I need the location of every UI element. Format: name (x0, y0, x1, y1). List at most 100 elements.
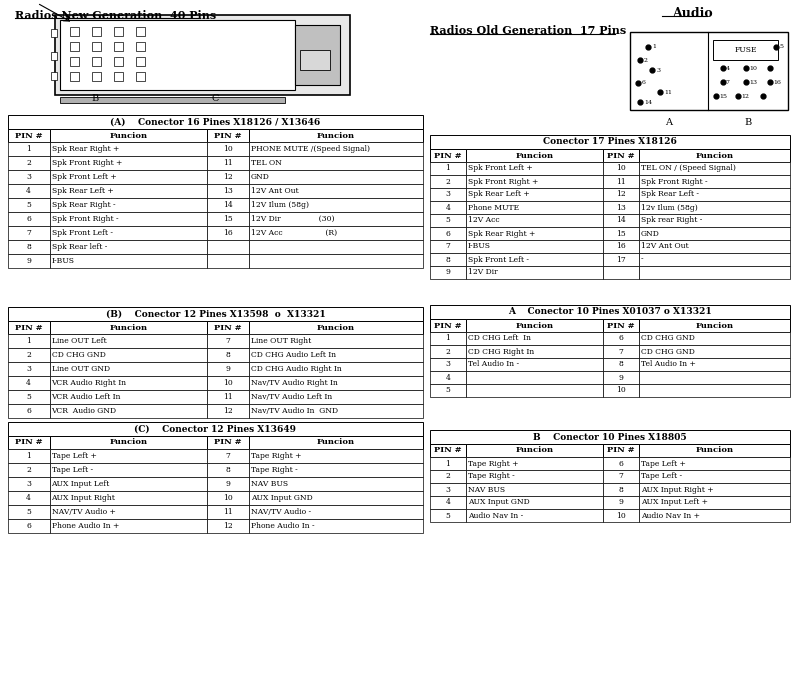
Text: Funcion: Funcion (109, 439, 147, 446)
Bar (207, 477, 248, 491)
Text: Tape Left +: Tape Left + (641, 460, 686, 468)
Bar (248, 505, 423, 519)
Bar (8, 376, 50, 390)
Bar (466, 483, 602, 496)
Bar (114, 57, 123, 66)
Bar (638, 358, 790, 371)
Bar (295, 25, 340, 85)
Text: AUX Input Left: AUX Input Left (51, 480, 109, 488)
Text: 11: 11 (223, 393, 233, 401)
Bar (207, 240, 248, 254)
Bar (8, 240, 50, 254)
Text: PIN #: PIN # (214, 132, 242, 139)
Text: 10: 10 (223, 379, 233, 387)
Text: 3: 3 (446, 190, 451, 199)
Text: CD CHG GND: CD CHG GND (641, 335, 694, 342)
Bar (638, 149, 790, 162)
Text: 12V Dir: 12V Dir (468, 268, 498, 277)
Text: 2: 2 (446, 348, 451, 355)
Bar (248, 519, 423, 533)
Text: PIN #: PIN # (607, 322, 634, 330)
Text: PIN #: PIN # (607, 152, 634, 159)
Bar (430, 175, 466, 188)
Text: I-BUS: I-BUS (51, 257, 74, 265)
Text: 12: 12 (223, 173, 233, 181)
Text: 5: 5 (446, 217, 451, 224)
Bar (8, 463, 50, 477)
Text: 7: 7 (26, 229, 31, 237)
Bar (248, 348, 423, 362)
Bar (8, 505, 50, 519)
Bar (50, 505, 207, 519)
Text: 6: 6 (618, 335, 623, 342)
Bar (638, 188, 790, 201)
Bar (466, 384, 602, 397)
Text: I-BUS: I-BUS (468, 242, 491, 250)
Text: 7: 7 (618, 473, 623, 480)
Text: 4: 4 (446, 498, 451, 506)
Text: Nav/TV Audio Right In: Nav/TV Audio Right In (251, 379, 337, 387)
Text: Funcion: Funcion (316, 132, 355, 139)
Text: Conector 17 Pines X18126: Conector 17 Pines X18126 (543, 137, 677, 146)
Text: 16: 16 (616, 242, 626, 250)
Text: 12: 12 (223, 522, 233, 530)
Bar (466, 214, 602, 227)
Bar (136, 27, 145, 36)
Bar (207, 226, 248, 240)
Bar (248, 404, 423, 418)
Text: Radios New Generation  40 Pins: Radios New Generation 40 Pins (15, 10, 217, 21)
Text: 16: 16 (773, 79, 781, 84)
Bar (602, 371, 638, 384)
Text: Spk Front Right +: Spk Front Right + (51, 159, 122, 167)
Bar (602, 149, 638, 162)
Text: NAV/TV Audio -: NAV/TV Audio - (251, 508, 311, 516)
Bar (713, 40, 778, 60)
Text: 7: 7 (726, 79, 730, 84)
Bar (248, 212, 423, 226)
Bar (136, 57, 145, 66)
Text: 1: 1 (26, 452, 31, 460)
Text: 5: 5 (26, 201, 31, 209)
Bar (60, 97, 285, 103)
Text: Spk Front Left -: Spk Front Left - (468, 255, 529, 264)
Bar (207, 436, 248, 449)
Text: 7: 7 (225, 337, 230, 345)
Text: 13: 13 (223, 187, 233, 195)
Bar (638, 332, 790, 345)
Bar (638, 266, 790, 279)
Bar (248, 463, 423, 477)
Text: Nav/TV Audio Left In: Nav/TV Audio Left In (251, 393, 332, 401)
Text: 3: 3 (26, 480, 31, 488)
Text: 4: 4 (26, 379, 31, 387)
Text: 11: 11 (616, 177, 626, 186)
Text: 3: 3 (26, 365, 31, 373)
Text: 8: 8 (225, 351, 230, 359)
Bar (638, 483, 790, 496)
Text: Phone Audio In -: Phone Audio In - (251, 522, 314, 530)
Bar (430, 188, 466, 201)
Bar (248, 449, 423, 463)
Bar (50, 198, 207, 212)
Text: 14: 14 (223, 201, 233, 209)
Text: PIN #: PIN # (15, 132, 42, 139)
Text: 4: 4 (446, 204, 451, 212)
Text: 9: 9 (618, 498, 623, 506)
Text: 3: 3 (656, 68, 660, 72)
Bar (50, 142, 207, 156)
Text: Spk Rear Right -: Spk Rear Right - (51, 201, 115, 209)
Bar (8, 449, 50, 463)
Text: 5: 5 (446, 386, 451, 395)
Bar (207, 129, 248, 142)
Bar (8, 307, 423, 321)
Bar (50, 129, 207, 142)
Text: 9: 9 (225, 365, 230, 373)
Text: 14: 14 (616, 217, 626, 224)
Bar (207, 404, 248, 418)
Bar (602, 345, 638, 358)
Bar (114, 42, 123, 51)
Bar (466, 319, 602, 332)
Bar (207, 334, 248, 348)
Bar (602, 483, 638, 496)
Text: (B)    Conector 12 Pines X13598  o  X13321: (B) Conector 12 Pines X13598 o X13321 (105, 310, 325, 319)
Bar (430, 457, 466, 470)
